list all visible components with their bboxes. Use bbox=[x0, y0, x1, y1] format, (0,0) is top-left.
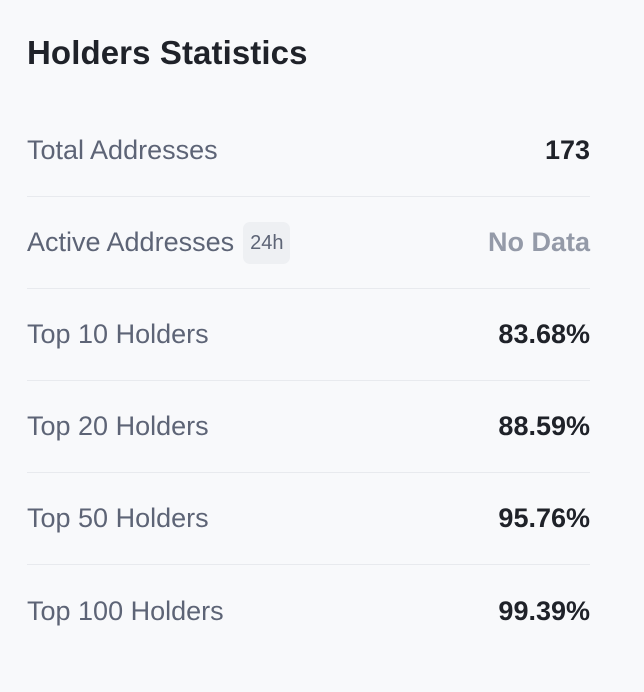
stat-label-wrap: Total Addresses bbox=[27, 134, 218, 165]
stat-value: 173 bbox=[544, 134, 590, 165]
stat-value: 88.59% bbox=[498, 411, 590, 441]
stat-value: No Data bbox=[487, 227, 590, 257]
stat-row-top-20-holders: Top 20 Holders 88.59% bbox=[27, 381, 590, 473]
stats-list: Total Addresses 173 Active Addresses 24h… bbox=[27, 104, 590, 657]
stat-row-top-100-holders: Top 100 Holders 99.39% bbox=[27, 565, 590, 657]
stat-label-wrap: Active Addresses 24h bbox=[27, 221, 291, 264]
stat-row-top-50-holders: Top 50 Holders 95.76% bbox=[27, 473, 590, 565]
stat-label: Top 100 Holders bbox=[27, 595, 224, 626]
card-title: Holders Statistics bbox=[27, 34, 308, 71]
stat-label: Total Addresses bbox=[27, 134, 218, 165]
stat-label: Top 50 Holders bbox=[27, 503, 209, 533]
stat-label: Top 20 Holders bbox=[27, 411, 209, 441]
stat-label-wrap: Top 100 Holders bbox=[27, 595, 224, 626]
stat-label-wrap: Top 10 Holders bbox=[27, 321, 209, 348]
stat-label-wrap: Top 20 Holders bbox=[27, 413, 209, 440]
stat-row-top-10-holders: Top 10 Holders 83.68% bbox=[27, 289, 590, 381]
stat-row-active-addresses: Active Addresses 24h No Data bbox=[27, 197, 590, 289]
stat-value: 83.68% bbox=[498, 319, 590, 349]
stat-label-wrap: Top 50 Holders bbox=[27, 505, 209, 532]
stat-value: 95.76% bbox=[498, 503, 590, 533]
stat-value: 99.39% bbox=[498, 595, 590, 626]
stat-label: Top 10 Holders bbox=[27, 319, 209, 349]
stat-row-total-addresses: Total Addresses 173 bbox=[27, 104, 590, 197]
stat-label: Active Addresses bbox=[27, 227, 235, 257]
time-period-badge: 24h bbox=[243, 221, 291, 264]
